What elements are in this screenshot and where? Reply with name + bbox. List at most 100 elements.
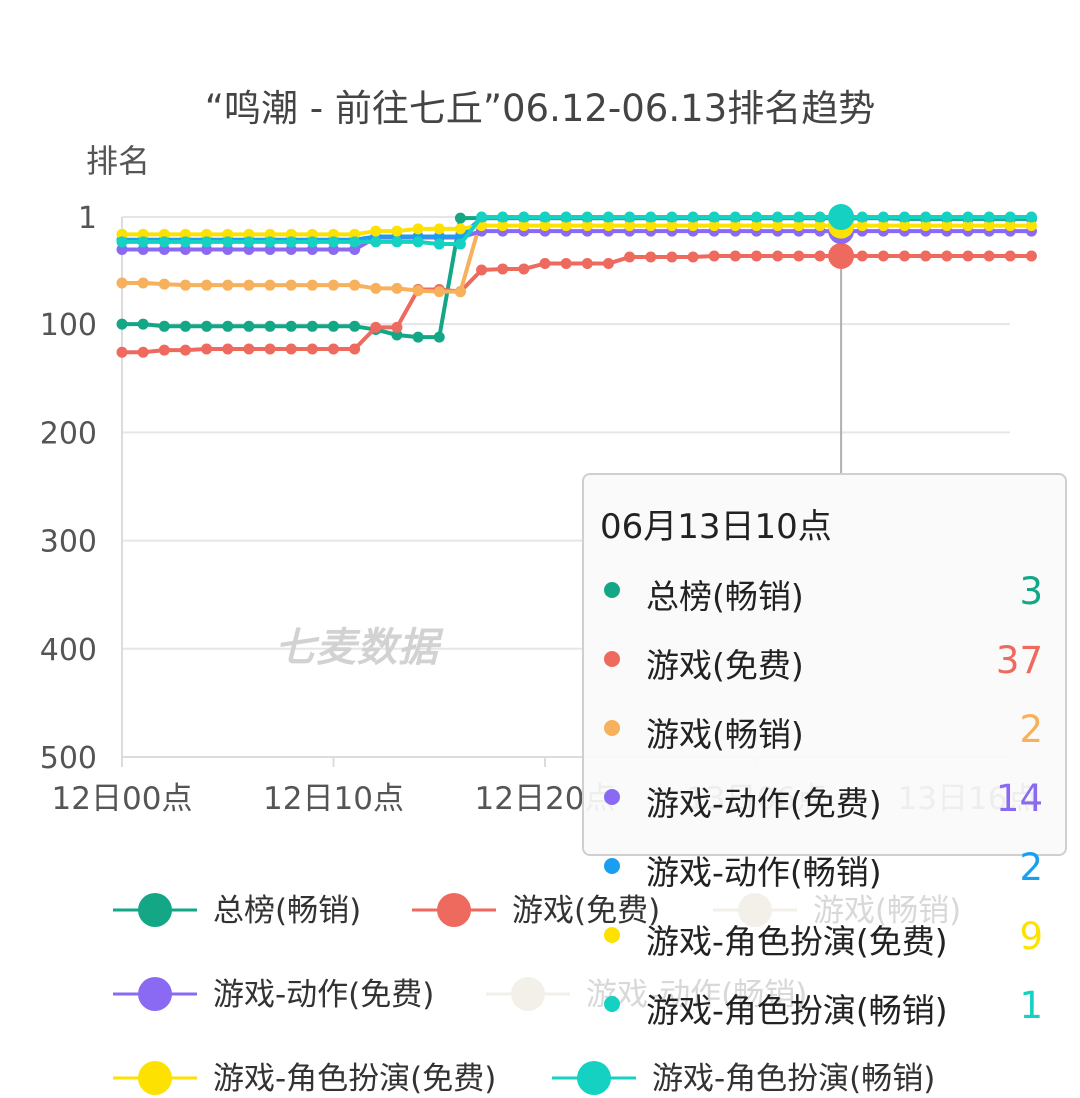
data-point	[666, 251, 678, 263]
data-point	[454, 286, 466, 298]
data-point	[349, 236, 361, 248]
legend-marker	[138, 977, 172, 1011]
data-point	[370, 236, 382, 248]
data-point	[116, 318, 128, 330]
data-point	[116, 228, 128, 240]
data-point	[137, 236, 149, 248]
data-point	[137, 346, 149, 358]
data-point	[222, 236, 234, 248]
data-point	[454, 238, 466, 250]
data-point	[158, 278, 170, 290]
legend-label: 游戏-角色扮演(畅销)	[652, 1061, 935, 1097]
data-point	[877, 250, 889, 262]
data-point	[222, 279, 234, 291]
data-point	[412, 236, 424, 248]
series-dot-icon	[604, 858, 620, 874]
data-point	[899, 211, 911, 223]
data-point	[264, 243, 276, 255]
legend-label: 游戏(畅销)	[813, 893, 961, 929]
data-point	[624, 211, 636, 223]
data-point	[328, 228, 339, 240]
data-point	[1025, 250, 1037, 262]
data-point	[1004, 250, 1016, 262]
y-tick-label: 300	[40, 525, 97, 560]
tooltip-value: 14	[995, 777, 1043, 820]
data-point	[856, 250, 868, 262]
data-point	[729, 220, 741, 232]
data-point	[158, 236, 170, 248]
data-point	[264, 343, 276, 355]
tooltip-label: 游戏-角色扮演(免费)	[646, 922, 948, 961]
data-point	[581, 220, 593, 232]
data-point	[285, 243, 297, 255]
data-point	[158, 344, 170, 356]
data-point	[708, 211, 720, 223]
data-point	[560, 258, 572, 270]
data-point	[306, 343, 318, 355]
data-point	[877, 211, 889, 223]
data-point	[306, 243, 318, 255]
y-tick-label: 1	[78, 201, 97, 236]
data-point	[877, 220, 889, 232]
data-point	[920, 250, 932, 262]
data-point	[899, 250, 911, 262]
legend-label: 游戏-角色扮演(免费)	[213, 1061, 496, 1097]
tooltip-label: 游戏(免费)	[646, 646, 804, 685]
data-point	[983, 250, 995, 262]
data-point	[370, 225, 382, 237]
legend-marker	[738, 893, 772, 927]
data-point	[285, 343, 297, 355]
legend-label: 游戏(免费)	[512, 893, 660, 929]
tooltip-label: 游戏(畅销)	[646, 715, 804, 754]
data-point	[179, 228, 191, 240]
y-tick-label: 100	[40, 308, 97, 343]
legend-marker	[138, 893, 172, 927]
data-point	[814, 250, 826, 262]
data-point	[476, 264, 488, 276]
data-point	[222, 343, 234, 355]
data-point	[560, 220, 572, 232]
data-point	[433, 331, 445, 343]
data-point	[920, 211, 932, 223]
data-point	[433, 223, 445, 235]
tooltip-row: 游戏-动作(免费) 14	[584, 777, 1065, 823]
data-point	[158, 243, 170, 255]
data-point	[264, 279, 276, 291]
series-dot-icon	[604, 927, 620, 943]
data-point	[645, 251, 657, 263]
data-point	[708, 220, 720, 232]
y-tick-label: 400	[40, 633, 97, 668]
data-point	[645, 220, 657, 232]
data-point	[920, 220, 932, 232]
data-point	[306, 228, 318, 240]
data-point	[983, 211, 995, 223]
data-point	[285, 236, 297, 248]
data-point	[560, 211, 572, 223]
data-point	[328, 343, 339, 355]
legend-marker	[511, 977, 545, 1011]
data-point	[1025, 211, 1037, 223]
series-dot-icon	[604, 789, 620, 805]
data-point	[179, 344, 191, 356]
data-point	[602, 220, 614, 232]
data-point	[518, 263, 530, 275]
data-point	[941, 220, 953, 232]
data-point	[222, 320, 234, 332]
legend-label: 总榜(畅销)	[213, 893, 361, 929]
tooltip-row: 游戏-角色扮演(畅销) 1	[584, 984, 1065, 1030]
data-point	[222, 243, 234, 255]
data-point	[328, 243, 339, 255]
data-point	[137, 228, 149, 240]
data-point	[941, 211, 953, 223]
data-point	[116, 346, 128, 358]
data-point	[264, 236, 276, 248]
data-point	[624, 251, 636, 263]
hover-point	[828, 242, 855, 269]
data-point	[391, 329, 403, 341]
tooltip-row: 游戏-动作(畅销) 2	[584, 846, 1065, 892]
data-point	[751, 250, 762, 262]
data-point	[285, 228, 297, 240]
data-point	[497, 211, 509, 223]
data-point	[201, 279, 213, 291]
